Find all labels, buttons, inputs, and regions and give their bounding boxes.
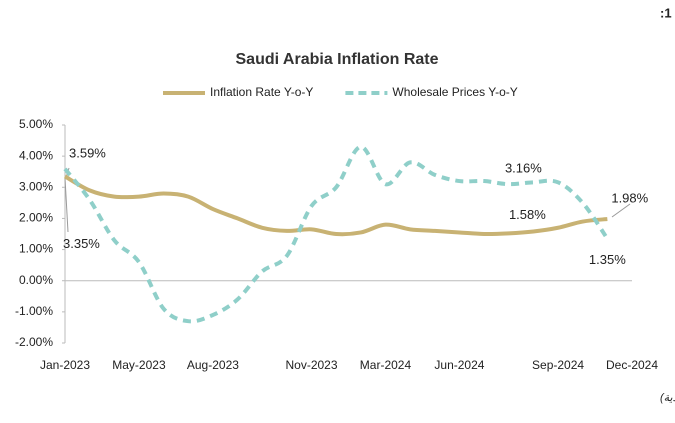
x-tick-label: Sep-2024 <box>532 358 584 372</box>
source: المصدر: الهيئة العامة للإحصاء (المملكة ا… <box>660 392 675 404</box>
leader <box>64 177 69 233</box>
legend-label: Inflation Rate Y-o-Y <box>210 85 313 99</box>
heading: الرسم البيانى 1: <box>660 5 675 20</box>
data-label: 3.59% <box>69 145 106 160</box>
series-line <box>63 144 610 324</box>
x-tick-label: Aug-2023 <box>187 358 239 372</box>
leader <box>611 203 631 218</box>
y-tick-label: 3.00% <box>19 179 53 193</box>
legend-label: Wholesale Prices Y-o-Y <box>392 85 517 99</box>
data-label: 1.58% <box>509 207 546 222</box>
x-tick-label: Jan-2023 <box>40 358 90 372</box>
chart-title: Saudi Arabia Inflation Rate <box>236 51 439 68</box>
y-tick-label: 5.00% <box>19 117 53 131</box>
x-tick-label: Dec-2024 <box>606 358 658 372</box>
data-label: 3.35% <box>63 236 100 251</box>
data-label: 1.35% <box>589 252 626 267</box>
x-tick-label: Nov-2023 <box>286 358 338 372</box>
data-label: 1.98% <box>611 190 648 205</box>
y-tick-label: 0.00% <box>19 273 53 287</box>
data-label: 3.16% <box>505 161 542 176</box>
x-tick-label: Jun-2024 <box>434 358 484 372</box>
x-tick-label: May-2023 <box>112 358 166 372</box>
y-tick-label: -2.00% <box>15 335 53 349</box>
x-tick-label: Mar-2024 <box>360 358 412 372</box>
y-tick-label: 1.00% <box>19 242 53 256</box>
y-tick-label: 4.00% <box>19 148 53 162</box>
series-line <box>63 174 608 237</box>
y-tick-label: 2.00% <box>19 211 53 225</box>
y-tick-label: -1.00% <box>15 304 53 318</box>
